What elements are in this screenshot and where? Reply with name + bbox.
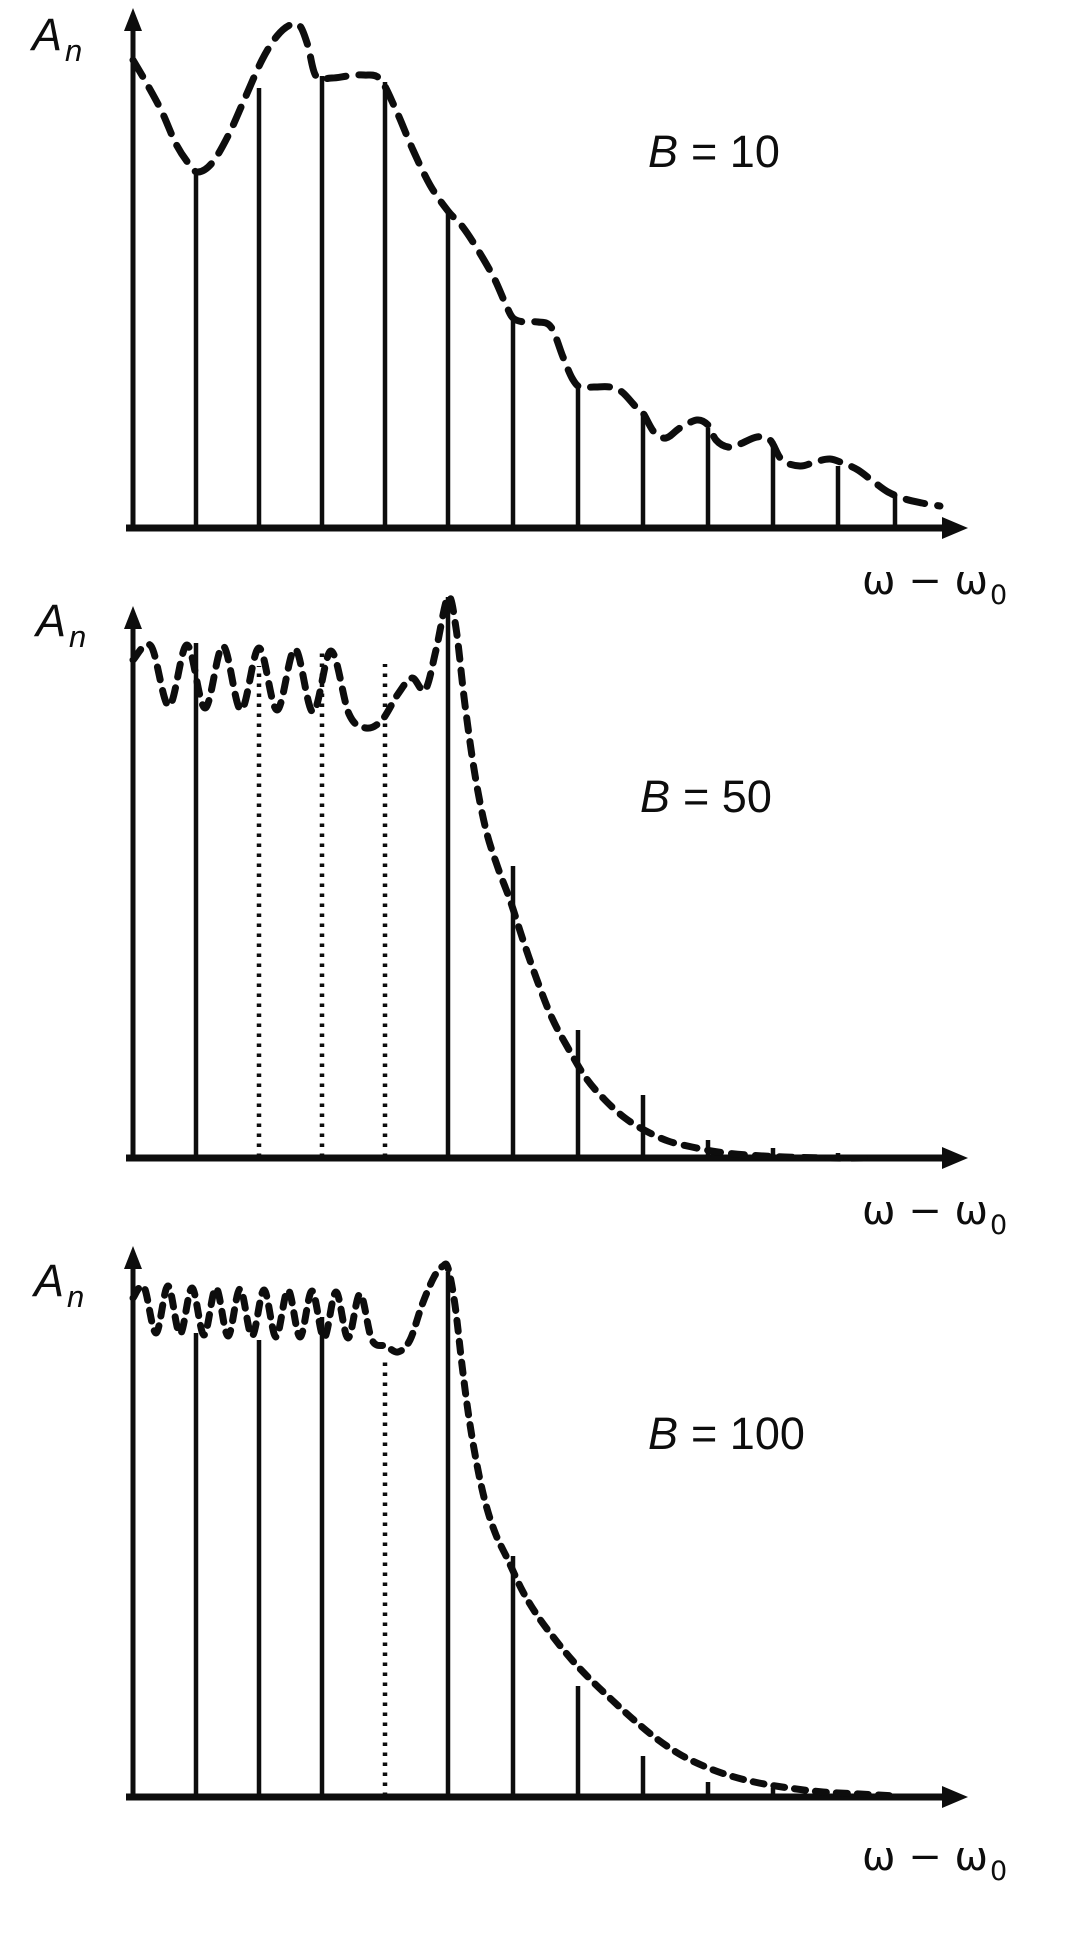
envelope-curve: [129, 20, 944, 510]
x-axis-arrow-icon: [942, 1147, 968, 1169]
y-axis-label: An: [33, 595, 86, 654]
x-axis-arrow-icon: [942, 517, 968, 539]
panel-b-10: An ω − ω0 B = 10: [29, 8, 1007, 611]
panel-b-100: An ω − ω0 B = 100: [31, 1246, 1007, 1887]
x-axis-label: ω − ω0: [862, 1834, 1007, 1887]
y-axis-arrow-icon: [124, 606, 142, 629]
y-axis-label: An: [31, 1255, 84, 1314]
b-value-label: B = 100: [648, 1408, 805, 1459]
x-axis-arrow-icon: [942, 1786, 968, 1808]
b-value-label: B = 50: [640, 771, 772, 822]
y-axis-arrow-icon: [124, 1246, 142, 1269]
y-axis-label: An: [29, 9, 82, 68]
x-axis-label: ω − ω0: [862, 1188, 1007, 1241]
envelope-curve: [129, 1260, 902, 1800]
b-value-label: B = 10: [648, 126, 780, 177]
envelope-curve: [129, 593, 876, 1162]
y-axis-arrow-icon: [124, 8, 142, 31]
x-axis-label: ω − ω0: [862, 558, 1007, 611]
panel-b-50: An ω − ω0 B = 50: [33, 593, 1007, 1241]
